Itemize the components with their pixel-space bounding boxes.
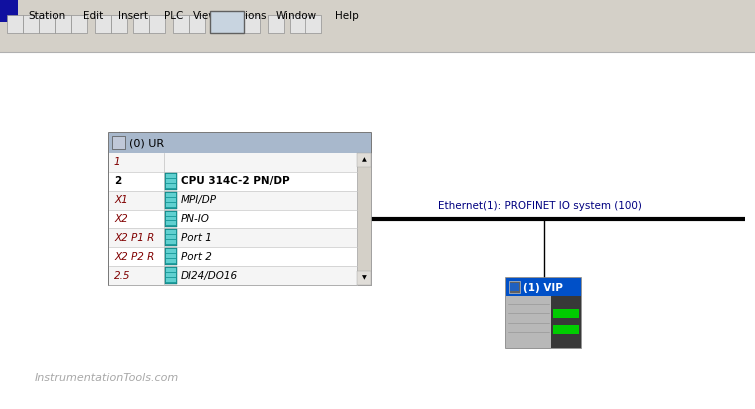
Bar xyxy=(0,52,755,409)
Bar xyxy=(71,15,87,33)
Bar xyxy=(227,15,243,33)
Bar xyxy=(210,11,244,33)
Bar xyxy=(357,153,371,167)
Bar xyxy=(109,133,371,153)
Text: Options: Options xyxy=(226,11,267,21)
Text: 2.5: 2.5 xyxy=(114,271,131,281)
Bar xyxy=(109,191,357,209)
Bar xyxy=(166,198,176,202)
Bar xyxy=(111,15,127,33)
Bar xyxy=(173,15,189,33)
Bar xyxy=(189,15,205,33)
Bar xyxy=(149,15,165,33)
Bar xyxy=(133,15,149,33)
Bar xyxy=(166,216,176,220)
Text: (0) UR: (0) UR xyxy=(129,139,164,149)
Text: Ethernet(1): PROFINET IO system (100): Ethernet(1): PROFINET IO system (100) xyxy=(438,201,642,211)
Bar xyxy=(109,172,357,191)
Bar xyxy=(109,266,357,285)
Text: Insert: Insert xyxy=(118,11,148,21)
Bar xyxy=(166,268,176,272)
Bar xyxy=(166,249,176,253)
Bar xyxy=(165,192,177,209)
Bar xyxy=(305,15,321,33)
Bar xyxy=(551,296,581,348)
Bar xyxy=(165,267,177,284)
Bar xyxy=(553,325,578,334)
Text: Port 2: Port 2 xyxy=(181,252,212,262)
Bar xyxy=(506,278,581,296)
Text: Help: Help xyxy=(335,11,359,21)
Bar xyxy=(23,15,39,33)
Bar xyxy=(109,153,357,172)
Bar xyxy=(510,283,519,291)
Bar xyxy=(357,153,371,285)
Text: InstrumentationTools.com: InstrumentationTools.com xyxy=(35,373,179,383)
Bar xyxy=(7,15,23,33)
Text: ▼: ▼ xyxy=(362,276,366,281)
Bar xyxy=(268,15,284,33)
Bar xyxy=(166,202,176,207)
Bar xyxy=(166,259,176,263)
Bar xyxy=(166,230,176,234)
Text: X1: X1 xyxy=(114,195,128,205)
Bar xyxy=(506,278,581,348)
Bar xyxy=(509,281,520,293)
Bar xyxy=(166,273,176,277)
Text: ▲: ▲ xyxy=(362,157,366,162)
Bar xyxy=(55,15,71,33)
Text: (1) VIP: (1) VIP xyxy=(523,283,563,293)
Bar xyxy=(166,174,176,178)
Bar xyxy=(112,136,125,149)
Text: 1: 1 xyxy=(114,157,121,167)
Bar xyxy=(165,173,177,190)
Text: X2: X2 xyxy=(114,214,128,224)
Bar xyxy=(0,0,18,22)
Bar xyxy=(166,211,176,216)
Text: Station: Station xyxy=(29,11,66,21)
Bar xyxy=(166,222,176,225)
Bar xyxy=(290,15,306,33)
Bar xyxy=(166,236,176,239)
Text: X2 P1 R: X2 P1 R xyxy=(114,233,154,243)
Bar xyxy=(0,0,755,22)
Text: 2: 2 xyxy=(114,176,122,186)
Bar xyxy=(109,247,357,266)
Bar xyxy=(39,15,55,33)
Bar xyxy=(166,179,176,183)
Bar xyxy=(244,15,260,33)
Bar xyxy=(109,133,371,285)
Bar xyxy=(553,309,578,318)
Text: Window: Window xyxy=(276,11,316,21)
Bar xyxy=(165,248,177,265)
Text: DI24/DO16: DI24/DO16 xyxy=(181,271,238,281)
Bar xyxy=(109,229,357,247)
Bar xyxy=(166,254,176,258)
Text: View: View xyxy=(193,11,217,21)
Bar xyxy=(210,15,226,33)
Bar xyxy=(0,22,755,52)
Bar xyxy=(166,240,176,244)
Bar xyxy=(166,193,176,197)
Text: X2 P2 R: X2 P2 R xyxy=(114,252,154,262)
Bar xyxy=(165,211,177,227)
Bar xyxy=(165,229,177,246)
Text: CPU 314C-2 PN/DP: CPU 314C-2 PN/DP xyxy=(181,176,290,186)
Text: MPI/DP: MPI/DP xyxy=(181,195,217,205)
Text: PN-IO: PN-IO xyxy=(181,214,210,224)
Text: Port 1: Port 1 xyxy=(181,233,212,243)
Text: PLC: PLC xyxy=(165,11,183,21)
Bar xyxy=(95,15,111,33)
Text: Edit: Edit xyxy=(83,11,103,21)
Bar xyxy=(357,271,371,285)
Bar xyxy=(109,209,357,229)
Bar xyxy=(166,278,176,282)
Bar xyxy=(166,184,176,188)
Bar xyxy=(506,296,551,348)
